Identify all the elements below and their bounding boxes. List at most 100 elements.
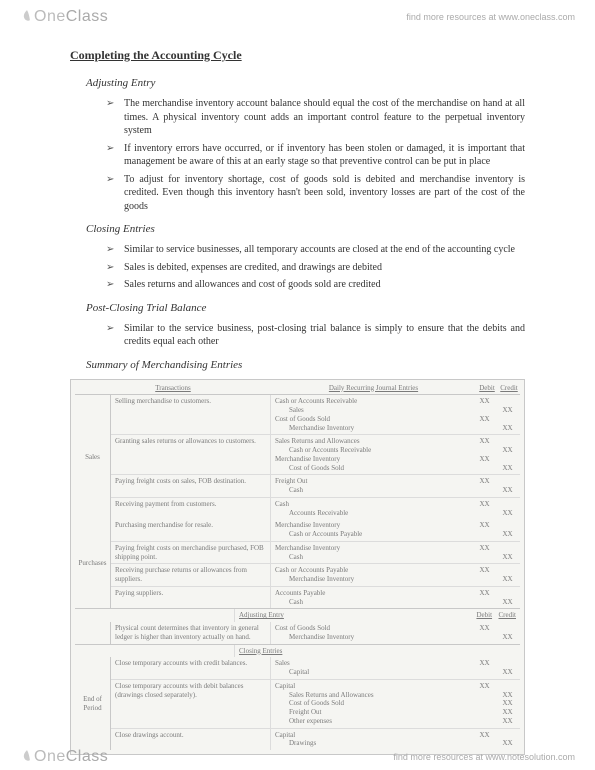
- entry-line: Other expenses XX: [275, 717, 516, 726]
- credit-cell: [499, 624, 516, 633]
- debit-cell: XX: [476, 624, 493, 633]
- table-row: Purchasing merchandise for resale.Mercha…: [111, 519, 520, 541]
- debit-cell: [476, 739, 493, 748]
- credit-cell: XX: [499, 699, 516, 708]
- debit-cell: XX: [476, 521, 493, 530]
- footer-resources-link[interactable]: find more resources at www.notesolution.…: [393, 752, 575, 762]
- table-block: Physical count determines that inventory…: [75, 622, 520, 644]
- credit-cell: XX: [499, 424, 516, 433]
- account-name: Cost of Goods Sold: [275, 699, 476, 708]
- table-row: Granting sales returns or allowances to …: [111, 434, 520, 474]
- debit-cell: [476, 699, 493, 708]
- debit-cell: [476, 486, 493, 495]
- logo-text-one: One: [34, 8, 66, 25]
- entry-line: SalesXX: [275, 659, 516, 668]
- transaction-desc: Physical count determines that inventory…: [111, 622, 271, 644]
- bullet-list: The merchandise inventory account balanc…: [106, 97, 525, 213]
- entry-line: Cash or Accounts Payable XX: [275, 530, 516, 539]
- credit-cell: [499, 415, 516, 424]
- credit-cell: XX: [499, 708, 516, 717]
- account-name: Freight Out: [275, 708, 476, 717]
- journal-entries: Accounts PayableXXCashXX: [271, 587, 520, 609]
- journal-entries: Freight OutXXCashXX: [271, 475, 520, 497]
- credit-cell: XX: [499, 530, 516, 539]
- entry-line: Freight Out XX: [275, 708, 516, 717]
- table-block: PurchasesPurchasing merchandise for resa…: [75, 519, 520, 608]
- account-name: Capital: [275, 668, 476, 677]
- transaction-desc: Close temporary accounts with debit bala…: [111, 680, 271, 728]
- entry-line: Cash or Accounts PayableXX: [275, 566, 516, 575]
- account-name: Cost of Goods Sold: [275, 624, 476, 633]
- list-item: To adjust for inventory shortage, cost o…: [106, 173, 525, 214]
- journal-entries: Merchandise InventoryXXCashXX: [271, 542, 520, 564]
- table-row: Physical count determines that inventory…: [111, 622, 520, 644]
- list-item: Similar to the service business, post-cl…: [106, 322, 525, 349]
- journal-entries: Cost of Goods SoldXXMerchandise Inventor…: [271, 622, 520, 644]
- entry-line: CapitalXX: [275, 682, 516, 691]
- debit-cell: XX: [476, 544, 493, 553]
- journal-entries: SalesXXCapitalXX: [271, 657, 520, 679]
- debit-cell: [476, 598, 493, 607]
- account-name: Merchandise Inventory: [275, 521, 476, 530]
- group-side-label: [75, 622, 111, 644]
- entry-line: Cash or Accounts ReceivableXX: [275, 397, 516, 406]
- account-name: Freight Out: [275, 477, 476, 486]
- credit-cell: [499, 566, 516, 575]
- table-row: Selling merchandise to customers.Cash or…: [111, 395, 520, 434]
- entry-line: Cost of Goods Sold XX: [275, 699, 516, 708]
- entry-line: CapitalXX: [275, 668, 516, 677]
- list-item: If inventory errors have occurred, or if…: [106, 142, 525, 169]
- account-name: Merchandise Inventory: [275, 455, 476, 464]
- entry-line: CashXX: [275, 598, 516, 607]
- journal-entries: CashXXAccounts ReceivableXX: [271, 498, 520, 520]
- entry-line: Accounts ReceivableXX: [275, 509, 516, 518]
- credit-cell: [499, 521, 516, 530]
- debit-cell: [476, 446, 493, 455]
- group-side-label: End of Period: [75, 657, 111, 750]
- transaction-desc: Receiving purchase returns or allowances…: [111, 564, 271, 586]
- col-header-entries: Daily Recurring Journal Entries: [271, 384, 476, 393]
- credit-cell: XX: [499, 717, 516, 726]
- adjusting-subheader: Adjusting Entry DebitCredit: [75, 608, 520, 622]
- section-heading: Adjusting Entry: [86, 77, 525, 89]
- entry-line: Merchandise InventoryXX: [275, 575, 516, 584]
- entry-line: Sales Returns and AllowancesXX: [275, 691, 516, 700]
- oneclass-logo: OneClass: [20, 8, 108, 26]
- entry-line: CashXX: [275, 500, 516, 509]
- logo-text-class: Class: [66, 748, 109, 765]
- credit-cell: XX: [499, 691, 516, 700]
- account-name: Sales Returns and Allowances: [275, 437, 476, 446]
- credit-cell: XX: [499, 406, 516, 415]
- list-item: Similar to service businesses, all tempo…: [106, 243, 525, 257]
- debit-cell: XX: [476, 415, 493, 424]
- document-content: Completing the Accounting Cycle Adjustin…: [0, 30, 595, 755]
- account-name: Capital: [275, 731, 476, 740]
- debit-cell: XX: [476, 682, 493, 691]
- credit-cell: [499, 731, 516, 740]
- account-name: Drawings: [275, 739, 476, 748]
- credit-cell: XX: [499, 486, 516, 495]
- logo-text-class: Class: [66, 8, 109, 25]
- debit-cell: [476, 708, 493, 717]
- closing-label: Closing Entries: [239, 647, 282, 656]
- entry-line: Sales Returns and AllowancesXX: [275, 437, 516, 446]
- debit-cell: [476, 717, 493, 726]
- account-name: Other expenses: [275, 717, 476, 726]
- account-name: Cash: [275, 500, 476, 509]
- entry-line: CashXX: [275, 553, 516, 562]
- credit-cell: XX: [499, 633, 516, 642]
- table-block: SalesSelling merchandise to customers.Ca…: [75, 395, 520, 519]
- table-header-row: Transactions Daily Recurring Journal Ent…: [75, 384, 520, 396]
- col-header-credit: Credit: [498, 384, 520, 393]
- group-side-label: Sales: [75, 395, 111, 519]
- transaction-desc: Close temporary accounts with credit bal…: [111, 657, 271, 679]
- credit-cell: XX: [499, 553, 516, 562]
- account-name: Cash or Accounts Payable: [275, 530, 476, 539]
- group-side-label: Purchases: [75, 519, 111, 608]
- credit-cell: [499, 437, 516, 446]
- table-row: Receiving payment from customers.CashXXA…: [111, 497, 520, 520]
- table-row: Close temporary accounts with credit bal…: [111, 657, 520, 679]
- credit-cell: [499, 455, 516, 464]
- debit-cell: XX: [476, 566, 493, 575]
- header-resources-link[interactable]: find more resources at www.oneclass.com: [406, 12, 575, 22]
